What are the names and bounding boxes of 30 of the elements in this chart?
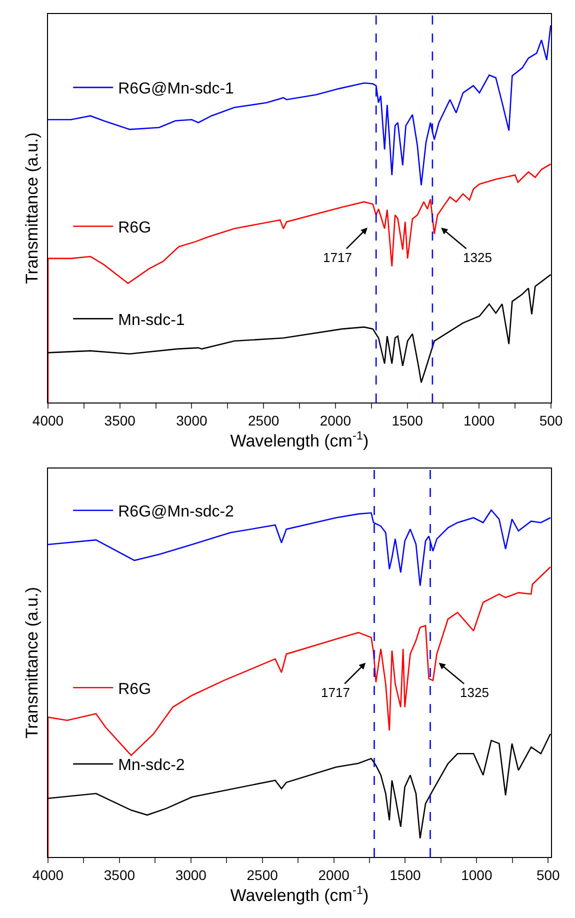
x-tick-label: 4000 [32,412,64,428]
legend-label: R6G [118,219,152,236]
x-tick-label: 3500 [104,866,136,883]
legend-label: Mn-sdc-1 [118,312,185,329]
x-tick-label: 500 [536,866,560,883]
x-tick-label: 3500 [104,412,136,428]
annotation: 1717 [323,250,352,265]
x-tick-label: 3000 [175,866,207,883]
x-tick-label: 4000 [32,866,64,883]
legend-label: R6G@Mn-sdc-2 [118,504,234,521]
y-axis-title: Transmittance (a.u.) [22,132,42,284]
annotation: 1325 [460,685,489,700]
x-tick-label: 2500 [246,866,278,883]
legend-label: R6G [118,680,152,698]
x-tick-label: 1500 [392,412,424,428]
x-tick-label: 2500 [248,412,280,428]
x-axis-title: Wavelength (cm$^{-1}$) [230,428,369,451]
x-tick-label: 2000 [320,412,352,428]
x-tick-label: 1000 [461,866,492,883]
y-axis-title: Transmittance (a.u.) [22,587,42,738]
x-tick-label: 1500 [390,866,422,883]
x-tick-label: 3000 [176,412,208,428]
x-axis-title: Wavelength (cm$^{-1}$) [230,882,369,906]
legend-label: Mn-sdc-2 [118,757,185,774]
annotation: 1717 [321,685,350,700]
x-tick-label: 2000 [318,866,350,883]
annotation: 1325 [463,250,492,265]
x-tick-label: 1000 [464,412,495,428]
x-tick-label: 500 [539,412,563,428]
legend-label: R6G@Mn-sdc-1 [118,80,234,98]
